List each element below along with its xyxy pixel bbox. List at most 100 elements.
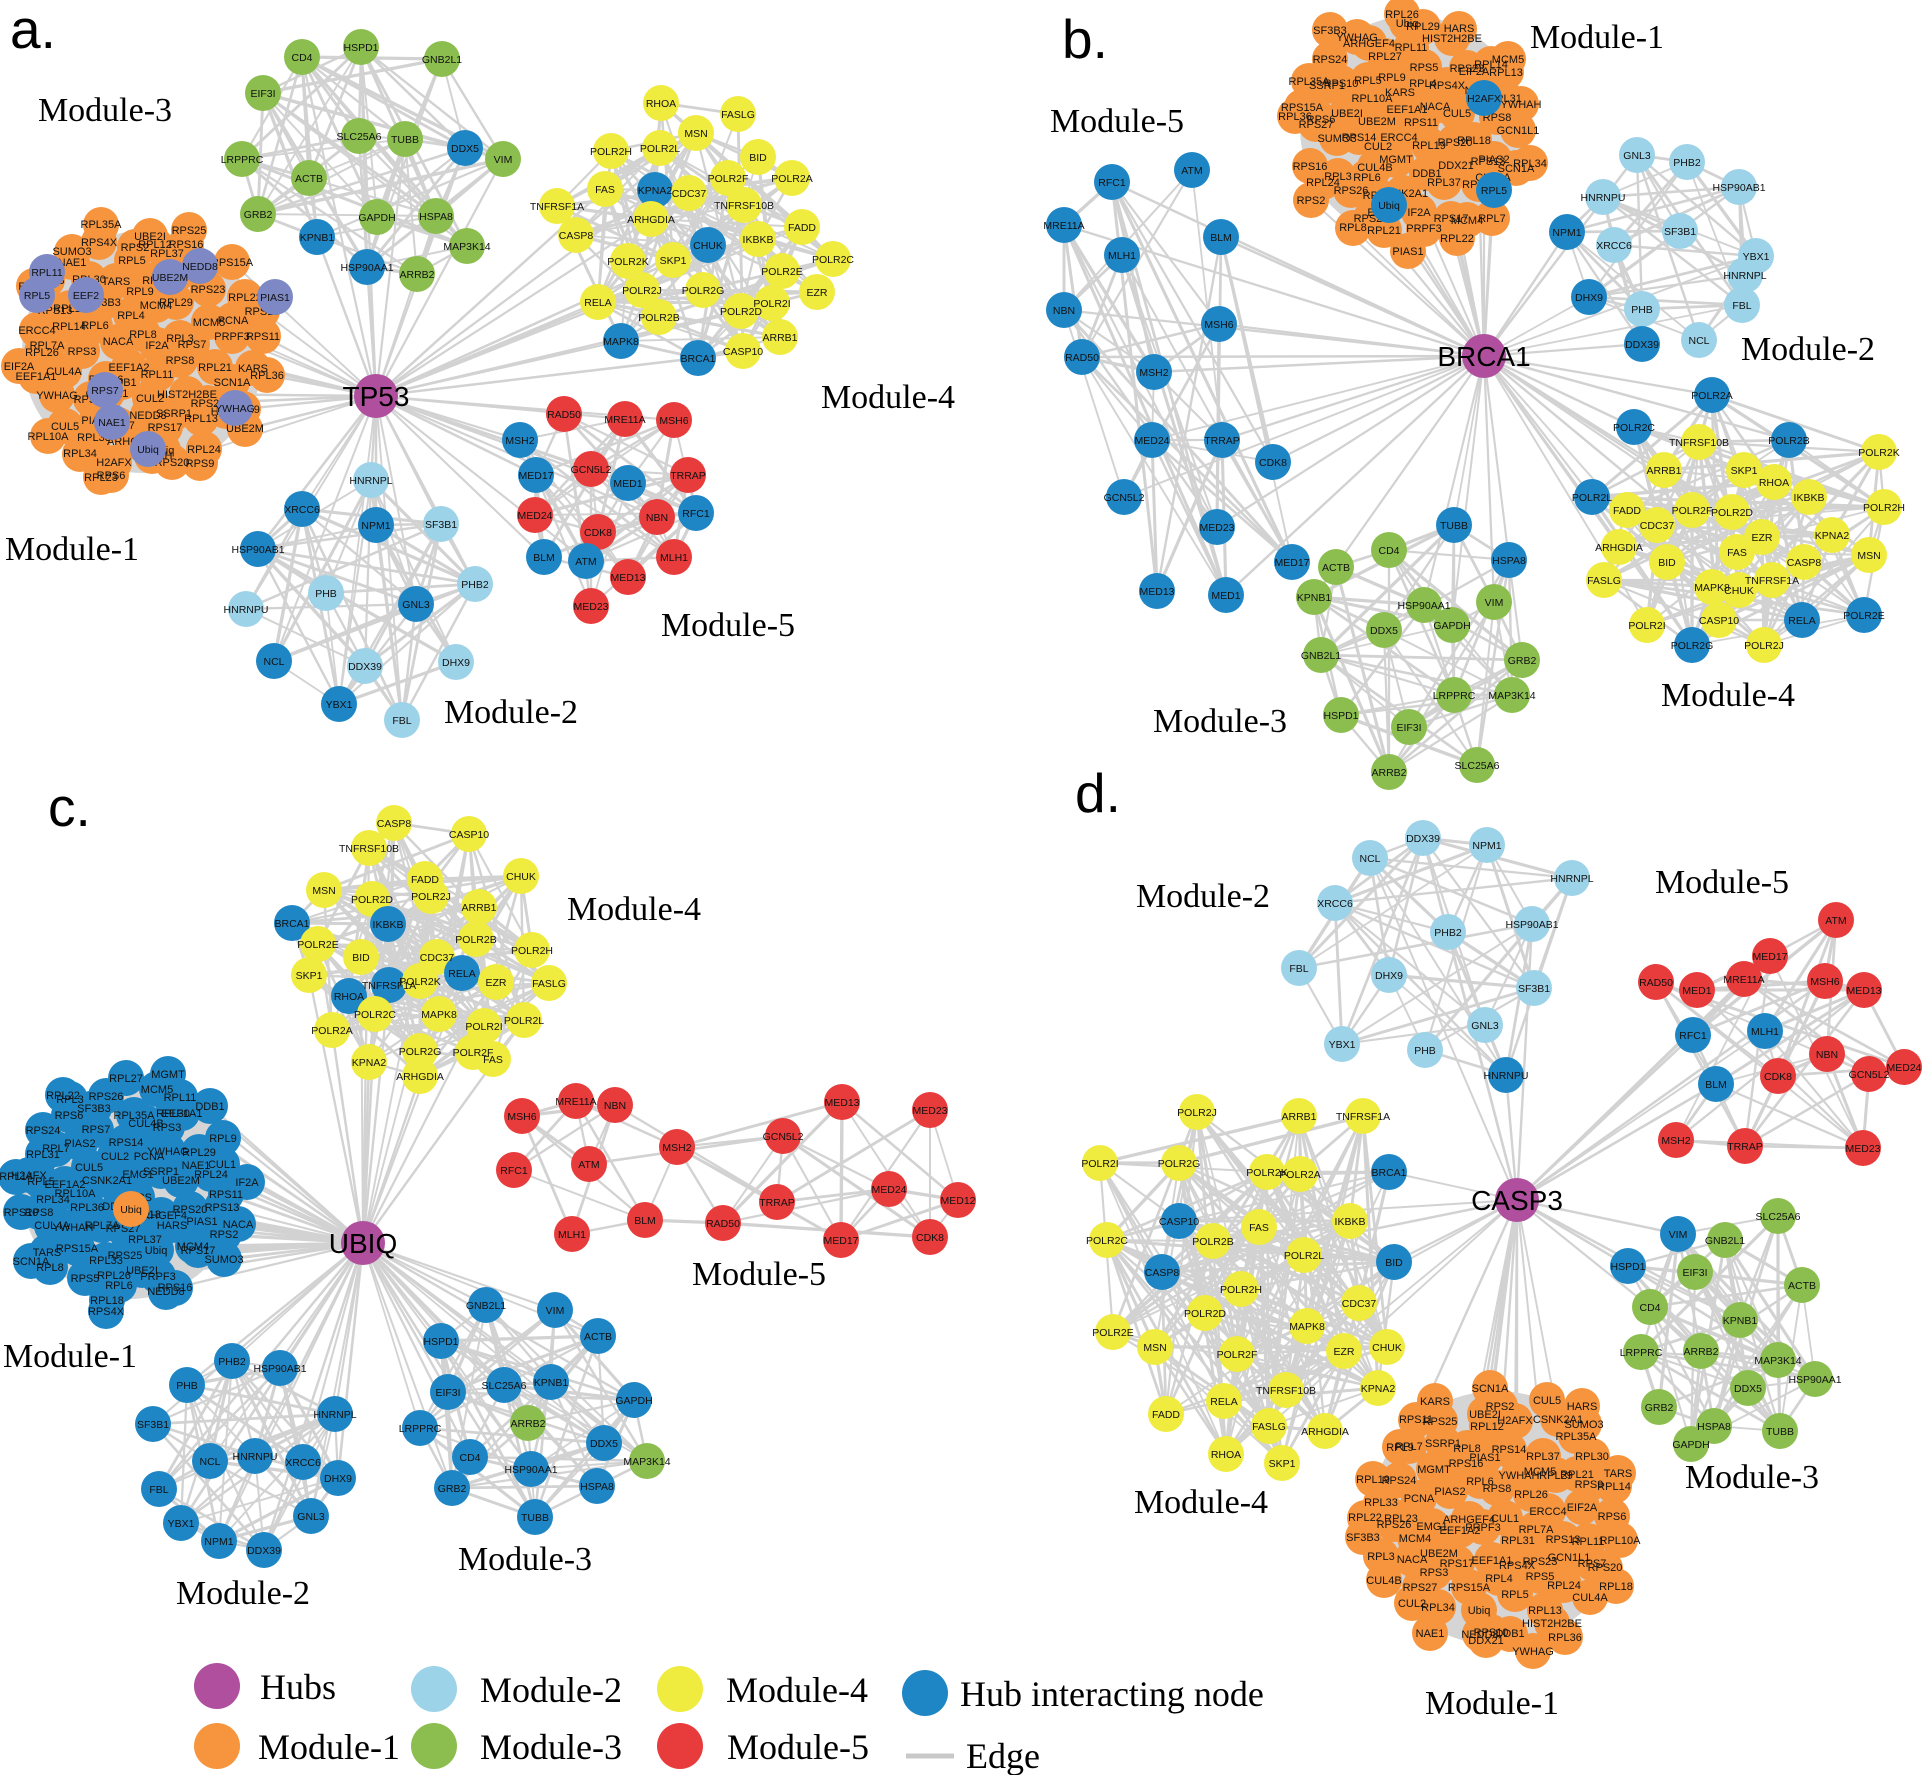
svg-text:MED12: MED12	[940, 1195, 975, 1207]
svg-text:GCN5L2: GCN5L2	[1849, 1069, 1890, 1081]
svg-text:CUL4A: CUL4A	[46, 366, 82, 378]
svg-text:RPL36: RPL36	[250, 370, 284, 382]
svg-text:RPS23: RPS23	[1523, 1556, 1558, 1568]
svg-text:POLR2K: POLR2K	[607, 256, 648, 268]
svg-text:EEF1A1: EEF1A1	[1472, 1555, 1513, 1567]
svg-text:RPS7: RPS7	[1578, 1558, 1607, 1570]
svg-text:RPL22: RPL22	[1440, 233, 1474, 245]
svg-text:RPS7: RPS7	[178, 339, 207, 351]
svg-text:CDK8: CDK8	[1259, 457, 1287, 469]
svg-text:RELA: RELA	[448, 968, 475, 980]
svg-text:CDK8: CDK8	[584, 527, 612, 539]
svg-text:HNRNPL: HNRNPL	[1723, 270, 1766, 282]
svg-text:POLR2F: POLR2F	[708, 173, 749, 185]
svg-text:RPL37: RPL37	[1526, 1451, 1560, 1463]
svg-text:Module-1: Module-1	[5, 531, 139, 568]
svg-text:MAPK8: MAPK8	[603, 336, 639, 348]
svg-text:ARHGEF4: ARHGEF4	[1343, 38, 1395, 50]
svg-text:RPS15A: RPS15A	[1448, 1582, 1491, 1594]
svg-text:GNB2L1: GNB2L1	[1301, 650, 1341, 662]
svg-text:RFC1: RFC1	[682, 508, 710, 520]
svg-text:CDC37: CDC37	[1640, 520, 1675, 532]
svg-text:RPS17: RPS17	[1434, 213, 1469, 225]
svg-text:MED13: MED13	[1846, 985, 1881, 997]
svg-text:Hubs: Hubs	[260, 1667, 336, 1707]
svg-text:MCM4: MCM4	[1451, 215, 1483, 227]
svg-text:SSRP1: SSRP1	[1425, 1438, 1461, 1450]
svg-text:CDK8: CDK8	[916, 1232, 944, 1244]
svg-text:ATM: ATM	[1181, 165, 1202, 177]
svg-text:RPL3: RPL3	[166, 333, 194, 345]
svg-text:EEF1A1: EEF1A1	[16, 371, 57, 383]
svg-text:MSH2: MSH2	[662, 1142, 691, 1154]
svg-text:TNFRSF1A: TNFRSF1A	[362, 980, 416, 992]
svg-text:POLR2C: POLR2C	[812, 254, 854, 266]
svg-text:RPS15A: RPS15A	[211, 257, 254, 269]
svg-text:MED23: MED23	[1845, 1143, 1880, 1155]
svg-text:RPS25: RPS25	[1423, 1416, 1458, 1428]
svg-text:KPNB1: KPNB1	[300, 232, 335, 244]
svg-text:RPL9: RPL9	[1378, 72, 1406, 84]
svg-text:MRE11A: MRE11A	[604, 414, 645, 426]
svg-text:POLR2F: POLR2F	[1217, 1349, 1258, 1361]
svg-text:RPL14: RPL14	[1474, 59, 1508, 71]
svg-text:SKP1: SKP1	[1269, 1458, 1296, 1470]
svg-text:POLR2J: POLR2J	[622, 285, 662, 297]
svg-text:RPL13: RPL13	[184, 413, 218, 425]
svg-text:RPS6: RPS6	[1598, 1511, 1627, 1523]
svg-text:GRB2: GRB2	[1645, 1402, 1674, 1414]
svg-text:RPL10A: RPL10A	[55, 1188, 97, 1200]
svg-text:ATM: ATM	[1825, 915, 1846, 927]
svg-text:BRCA1: BRCA1	[680, 353, 715, 365]
svg-text:POLR2K: POLR2K	[1246, 1167, 1287, 1179]
svg-text:PIAS1: PIAS1	[186, 1216, 217, 1228]
svg-text:MSH6: MSH6	[507, 1111, 536, 1123]
svg-text:HNRNPU: HNRNPU	[1581, 192, 1626, 204]
svg-text:CDC37: CDC37	[1342, 1298, 1377, 1310]
svg-text:RPL26: RPL26	[97, 1270, 131, 1282]
svg-text:RPS16: RPS16	[1293, 161, 1328, 173]
svg-text:SF3B1: SF3B1	[425, 519, 457, 531]
svg-text:POLR2J: POLR2J	[1744, 640, 1784, 652]
svg-text:KPNB1: KPNB1	[1297, 592, 1332, 604]
svg-text:UBE2M: UBE2M	[1358, 116, 1396, 128]
svg-text:RPL26: RPL26	[1514, 1489, 1548, 1501]
svg-text:RPS6: RPS6	[97, 470, 126, 482]
svg-text:NACA: NACA	[103, 336, 134, 348]
svg-text:RPL11: RPL11	[31, 267, 62, 279]
svg-text:POLR2H: POLR2H	[1220, 1284, 1262, 1296]
svg-text:RPS9: RPS9	[1575, 1479, 1604, 1491]
svg-text:BID: BID	[352, 952, 370, 964]
svg-text:RPS13: RPS13	[205, 1202, 240, 1214]
svg-text:CD4: CD4	[291, 52, 312, 64]
svg-text:RPL5: RPL5	[24, 290, 50, 302]
svg-text:HARS: HARS	[157, 1220, 188, 1232]
svg-text:RPL29: RPL29	[182, 1147, 216, 1159]
svg-text:EIF3I: EIF3I	[1682, 1267, 1707, 1279]
svg-text:PRPF3: PRPF3	[140, 1271, 175, 1283]
svg-text:RPL27: RPL27	[1368, 51, 1402, 63]
svg-text:a.: a.	[10, 0, 56, 60]
svg-text:IF2A: IF2A	[145, 340, 169, 352]
svg-text:RPL23: RPL23	[84, 472, 118, 484]
svg-text:CDC37: CDC37	[420, 952, 455, 964]
svg-text:MSH6: MSH6	[659, 415, 688, 427]
svg-text:RPS2: RPS2	[121, 242, 150, 254]
svg-text:KARS: KARS	[1385, 87, 1415, 99]
svg-text:HSP90AB1: HSP90AB1	[1712, 182, 1765, 194]
svg-text:GNL3: GNL3	[1623, 150, 1651, 162]
svg-text:UBE2I: UBE2I	[126, 1265, 158, 1277]
svg-text:UBE2M: UBE2M	[1420, 1548, 1458, 1560]
svg-text:MAPK8: MAPK8	[1289, 1321, 1325, 1333]
svg-text:POLR2A: POLR2A	[311, 1025, 352, 1037]
svg-text:IKBKB: IKBKB	[1335, 1216, 1366, 1228]
svg-text:MED23: MED23	[573, 601, 608, 613]
svg-text:Module-4: Module-4	[821, 379, 955, 416]
svg-text:VIM: VIM	[494, 154, 513, 166]
svg-text:PHB: PHB	[176, 1380, 198, 1392]
svg-text:HSP90AA1: HSP90AA1	[504, 1464, 557, 1476]
svg-text:UBIQ: UBIQ	[329, 1228, 397, 1259]
svg-text:EZR: EZR	[1334, 1346, 1355, 1358]
svg-text:RPL24: RPL24	[187, 444, 221, 456]
svg-text:RPL24: RPL24	[1547, 1580, 1581, 1592]
